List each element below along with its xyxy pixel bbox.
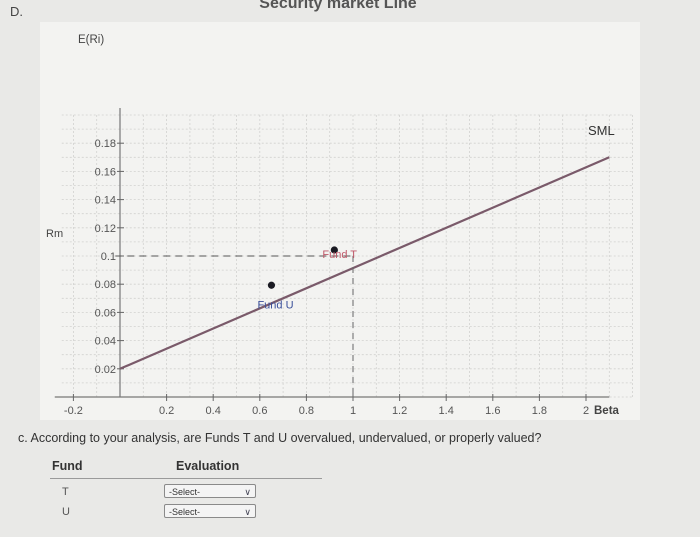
fund-u-selected-value: -Select- [169,507,201,517]
question-text: c. According to your analysis, are Funds… [18,431,542,445]
fund-t-label: Fund T [322,249,357,261]
chart-title: Security market Line [259,0,417,12]
y-tick-label: 0.04 [95,336,116,348]
x-tick-label: 2 [583,405,589,417]
x-tick-label: 1.8 [532,405,547,417]
x-tick-label: 0.6 [252,405,267,417]
x-tick-label: -0.2 [64,405,83,417]
fund-u-evaluation-select[interactable]: -Select- ∨ [164,504,256,518]
y-tick-label: 0.06 [95,307,116,319]
y-tick-label: 0.1 [101,251,116,263]
section-label: D. [10,4,23,19]
x-tick-label: 1.6 [485,405,500,417]
chevron-down-icon: ∨ [244,507,251,517]
y-tick-label: 0.16 [95,166,116,178]
x-tick-label: 1.4 [439,405,454,417]
y-tick-label: 0.02 [95,364,116,376]
fund-t-evaluation-select[interactable]: -Select- ∨ [164,484,256,498]
y-tick-label: 0.18 [95,138,116,150]
table-row-t: T -Select- ∨ [50,484,322,504]
fund-t-selected-value: -Select- [169,487,201,497]
y-axis-label: E(Ri) [78,34,104,46]
table-row-u: U -Select- ∨ [50,504,322,524]
x-tick-label: 0.2 [159,405,174,417]
x-tick-label: 0.4 [206,405,221,417]
fund-u-point [267,281,276,289]
x-tick-label: 1 [350,405,356,417]
rm-label: Rm [46,228,63,240]
y-tick-label: 0.08 [95,279,116,291]
evaluation-column-header: Evaluation [176,459,240,473]
y-tick-label: 0.14 [95,195,116,207]
y-tick-label: 0.12 [95,223,116,235]
x-axis-label: Beta [594,405,620,417]
x-tick-label: 0.8 [299,405,314,417]
x-tick-label: 1.2 [392,405,407,417]
fund-u-label: Fund U [257,299,293,311]
chevron-down-icon: ∨ [244,487,251,497]
fund-u-label: U [62,506,70,518]
fund-column-header: Fund [52,459,83,473]
sml-label: SML [588,123,615,138]
sml-line [119,156,610,370]
fund-t-label: T [62,486,69,498]
fund-t-point [330,246,338,254]
header-divider [50,478,322,479]
